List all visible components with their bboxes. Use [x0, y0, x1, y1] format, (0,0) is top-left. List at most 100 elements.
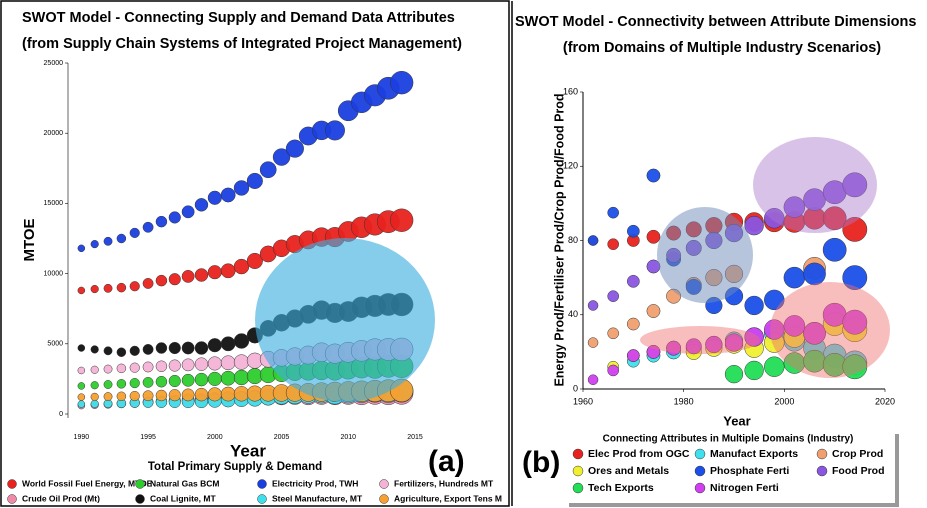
bubble [77, 344, 86, 352]
bubble [587, 235, 599, 246]
bubble [116, 347, 127, 357]
legend-label: Ores and Metals [588, 465, 669, 477]
legend-label: Phosphate Ferti [710, 465, 789, 477]
legend-label: Crop Prod [832, 448, 883, 460]
bubble [142, 278, 154, 289]
bubble [233, 369, 250, 386]
bubble [842, 172, 868, 198]
legend-swatch [572, 465, 584, 477]
bubble [803, 262, 826, 286]
bubble [155, 274, 168, 287]
legend-swatch [7, 479, 17, 489]
bubble [744, 295, 764, 316]
legend-swatch [379, 494, 389, 504]
bubble [103, 380, 113, 389]
bubble [116, 391, 127, 402]
highlight-ellipse [753, 137, 877, 233]
bubble [77, 382, 86, 390]
legend-label: Steel Manufacture, MT [272, 493, 363, 503]
highlight-ellipse [255, 238, 435, 402]
y-tick-label: 20000 [44, 130, 64, 137]
legend-label: Crude Oil Prod (Mt) [22, 493, 100, 503]
bubble [103, 236, 113, 246]
y-tick-label: 160 [563, 86, 578, 96]
legend-label: Food Prod [832, 465, 885, 477]
y-tick-label: 80 [568, 235, 578, 245]
bubble [246, 252, 263, 270]
bubble [90, 365, 99, 374]
chart-subtitle: (from Domains of Multiple Industry Scena… [563, 40, 881, 56]
bubble [783, 266, 806, 289]
bubble [90, 381, 99, 390]
bubble [587, 337, 599, 348]
bubble [587, 300, 599, 311]
bubble [194, 387, 209, 402]
legend-swatch [135, 479, 145, 489]
bubble [103, 346, 113, 356]
y-tick-label: 10000 [44, 270, 64, 277]
bubble [626, 317, 640, 331]
bubble [220, 355, 236, 371]
bubble [233, 354, 250, 370]
bubble [142, 221, 154, 233]
bubble [764, 208, 785, 229]
legend-label: Manufact Exports [710, 448, 798, 460]
panel-label: (b) [522, 446, 560, 479]
y-tick-label: 120 [563, 161, 578, 171]
bubble [77, 244, 86, 253]
bubble [207, 338, 222, 353]
y-tick-label: 0 [573, 383, 578, 393]
bubble [822, 206, 847, 231]
bubble [389, 208, 414, 232]
bubble [207, 371, 222, 386]
bubble [607, 238, 620, 251]
bubble [77, 400, 86, 408]
bubble [155, 360, 168, 372]
bubble [103, 364, 113, 374]
legend-label: Coal Lignite, MT [150, 493, 216, 503]
bubble [764, 319, 785, 340]
legend-label: World Fossil Fuel Energy, MTOE [22, 478, 153, 488]
bubble [103, 392, 113, 402]
x-tick-label: 2000 [774, 396, 794, 406]
bubble [233, 333, 250, 349]
bubble [142, 361, 154, 373]
bubble [842, 309, 868, 335]
bubble [724, 365, 744, 384]
bubble [129, 378, 140, 389]
bubble [764, 289, 785, 311]
y-tick-label: 40 [568, 309, 578, 319]
bubble [783, 196, 806, 218]
bubble [181, 373, 195, 387]
bubble [646, 168, 661, 183]
bubble [77, 393, 86, 401]
bubble [626, 274, 640, 288]
bubble [285, 139, 304, 158]
bubble [155, 215, 168, 228]
bubble [181, 341, 195, 355]
bubble [207, 356, 222, 371]
y-tick-label: 5000 [47, 341, 63, 348]
legend-label: Agriculture, Export Tens M [394, 493, 502, 503]
bubble [116, 282, 127, 293]
highlight-ellipse [770, 282, 890, 378]
legend-swatch [257, 479, 267, 489]
legend-swatch [694, 448, 706, 460]
bubble [168, 273, 181, 286]
chart-title: SWOT Model - Connectivity between Attrib… [515, 14, 916, 30]
legend-swatch [257, 494, 267, 504]
bubble [181, 205, 195, 219]
x-tick-label: 1990 [74, 434, 90, 441]
legend-swatch [816, 448, 828, 460]
bubble [103, 283, 113, 293]
legend-swatch [694, 482, 706, 494]
bubble [607, 364, 620, 377]
bubble [705, 335, 723, 354]
bubble [194, 341, 209, 355]
bubble [90, 240, 99, 249]
bubble [220, 263, 236, 279]
legend-label: Natural Gas BCM [150, 478, 219, 488]
bubble [129, 362, 140, 373]
bubble [724, 333, 744, 352]
x-axis-label: Year [723, 413, 750, 428]
